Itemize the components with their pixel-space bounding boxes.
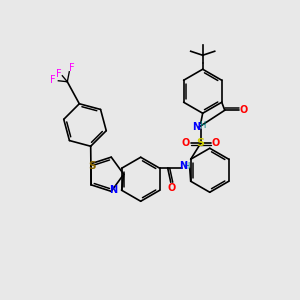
Text: S: S — [197, 138, 205, 148]
Text: O: O — [182, 138, 190, 148]
Text: O: O — [168, 183, 176, 193]
Text: O: O — [212, 138, 220, 148]
Text: F: F — [56, 69, 62, 79]
Text: S: S — [88, 161, 96, 171]
Text: F: F — [70, 63, 75, 73]
Text: O: O — [240, 105, 248, 115]
Text: N: N — [192, 122, 200, 132]
Text: N: N — [179, 161, 187, 171]
Text: H: H — [184, 162, 190, 171]
Text: H: H — [200, 121, 206, 130]
Text: N: N — [109, 185, 117, 195]
Text: F: F — [50, 75, 56, 85]
